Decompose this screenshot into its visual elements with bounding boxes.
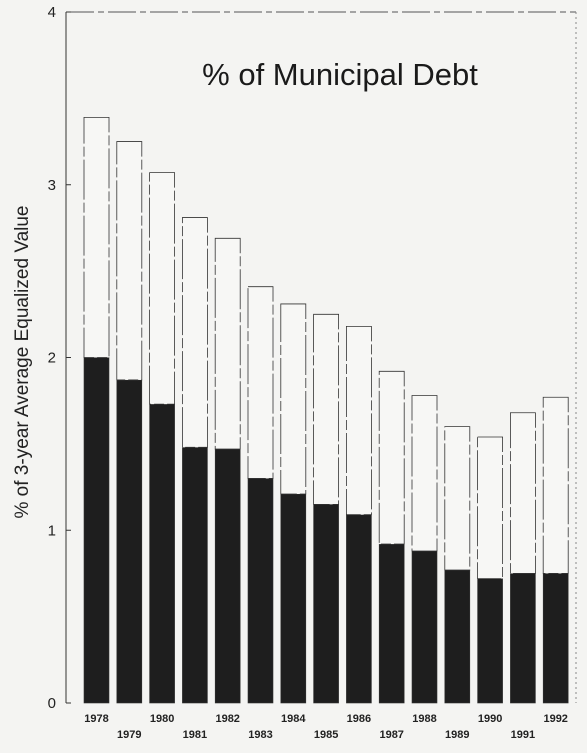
bar-segment-light bbox=[83, 116, 110, 358]
x-tick-label: 1986 bbox=[347, 713, 371, 725]
chart-title: % of Municipal Debt bbox=[202, 57, 478, 92]
bar-segment-light bbox=[247, 286, 274, 479]
x-tick-label: 1984 bbox=[281, 713, 306, 725]
bar-segment-light bbox=[444, 426, 471, 571]
bar-segment-dark bbox=[149, 403, 175, 704]
y-tick-label: 0 bbox=[48, 695, 56, 712]
x-tick-label: 1985 bbox=[314, 729, 338, 741]
bar-segment-light bbox=[280, 303, 307, 495]
bar-segment-light bbox=[542, 396, 569, 574]
bar-segment-light bbox=[411, 395, 438, 552]
x-tick-label: 1980 bbox=[150, 713, 174, 725]
bar-segment-dark bbox=[182, 447, 208, 704]
x-tick-label: 1981 bbox=[183, 729, 207, 741]
bar-segment-light bbox=[477, 436, 504, 580]
bar-segment-light bbox=[116, 141, 143, 381]
x-tick-label: 1989 bbox=[445, 729, 469, 741]
bar-segment-light bbox=[149, 172, 176, 405]
x-tick-label: 1992 bbox=[543, 713, 567, 725]
bar-segment-dark bbox=[313, 504, 339, 704]
x-tick-label: 1983 bbox=[248, 729, 272, 741]
bar-segment-light bbox=[214, 237, 241, 450]
bar-segment-dark bbox=[83, 357, 110, 704]
bar-segment-light bbox=[313, 313, 340, 505]
x-tick-label: 1979 bbox=[117, 729, 141, 741]
bar-segment-dark bbox=[280, 493, 307, 704]
x-tick-label: 1988 bbox=[412, 713, 436, 725]
bar-segment-dark bbox=[378, 543, 405, 704]
plot-area: 0 1 2 3 4 1978 1979 1980 1981 1982 1983 1984 1985 198… bbox=[48, 4, 577, 741]
x-tick-label: 1982 bbox=[215, 713, 239, 725]
y-axis-label: % of 3-year Average Equalized Value bbox=[12, 206, 33, 519]
y-tick-label: 1 bbox=[48, 522, 56, 539]
bar-segment-light bbox=[181, 217, 208, 448]
bar-segment-dark bbox=[214, 448, 241, 704]
x-tick-label: 1990 bbox=[478, 713, 502, 725]
bar-segment-dark bbox=[346, 514, 372, 704]
bar-segment-dark bbox=[477, 578, 503, 704]
x-tick-label: 1978 bbox=[84, 713, 108, 725]
bar-segment-light bbox=[509, 412, 536, 574]
y-tick-label: 2 bbox=[48, 350, 56, 367]
bar-segment-dark bbox=[510, 573, 536, 704]
bar-segment-dark bbox=[411, 550, 438, 704]
x-tick-label: 1991 bbox=[511, 729, 535, 741]
bar-segment-dark bbox=[247, 478, 274, 704]
bar-segment-light bbox=[345, 326, 372, 516]
bar-segment-dark bbox=[542, 573, 569, 704]
bar-segment-dark bbox=[444, 569, 471, 704]
x-tick-label: 1987 bbox=[379, 729, 403, 741]
y-tick-label: 3 bbox=[48, 177, 56, 194]
bar-segment-light bbox=[378, 370, 405, 545]
bar-segment-dark bbox=[116, 379, 143, 704]
y-tick-label: 4 bbox=[48, 4, 56, 21]
